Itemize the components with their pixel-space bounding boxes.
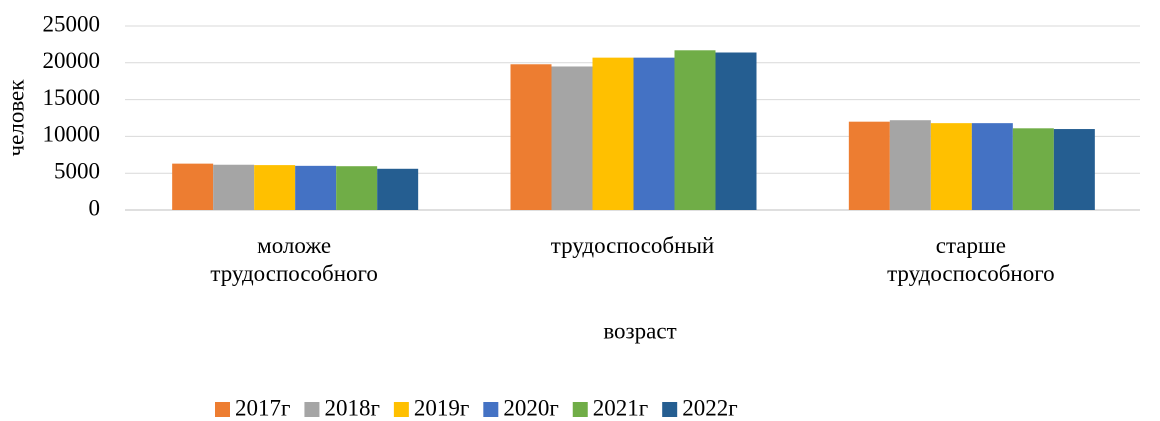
bar: [254, 165, 296, 210]
bar: [213, 164, 255, 210]
legend-swatch: [215, 402, 230, 417]
legend-swatch: [572, 402, 588, 417]
bar: [930, 123, 972, 210]
x-axis-title: возраст: [603, 318, 676, 343]
legend-swatch: [483, 402, 499, 417]
x-tick-label: старше трудоспособного: [887, 233, 1055, 286]
y-tick-label: 0: [89, 195, 101, 220]
bar: [172, 163, 214, 210]
y-tick-label: 15000: [43, 85, 101, 110]
bar: [674, 50, 716, 211]
x-tick-label: моложе трудоспособного: [210, 233, 378, 286]
legend-label: 2019г: [414, 395, 469, 420]
bar: [510, 64, 552, 210]
legend-label: 2021г: [593, 395, 648, 420]
x-tick-label: трудоспособный: [550, 233, 715, 258]
bar: [377, 168, 419, 210]
y-tick-label: 20000: [43, 48, 101, 73]
legend-swatch: [393, 402, 409, 417]
y-tick-label: 10000: [43, 122, 101, 147]
bar: [592, 57, 634, 211]
legend-swatch: [304, 402, 320, 417]
bar: [1053, 129, 1095, 210]
legend-label: 2018г: [324, 395, 379, 420]
legend-label: 2017г: [235, 395, 290, 420]
y-axis-title: человек: [3, 79, 28, 157]
bar: [889, 120, 931, 210]
bar: [1012, 128, 1054, 210]
legend-swatch: [662, 402, 678, 417]
legend-label: 2022г: [682, 395, 737, 420]
bar: [336, 166, 378, 210]
bar: [715, 52, 757, 210]
bar: [551, 66, 593, 210]
y-tick-label: 25000: [43, 11, 101, 36]
bar: [295, 165, 337, 210]
bar: [971, 123, 1013, 210]
legend-label: 2020г: [503, 395, 558, 420]
y-tick-label: 5000: [54, 158, 100, 183]
bar: [633, 57, 675, 211]
bar: [848, 121, 890, 210]
